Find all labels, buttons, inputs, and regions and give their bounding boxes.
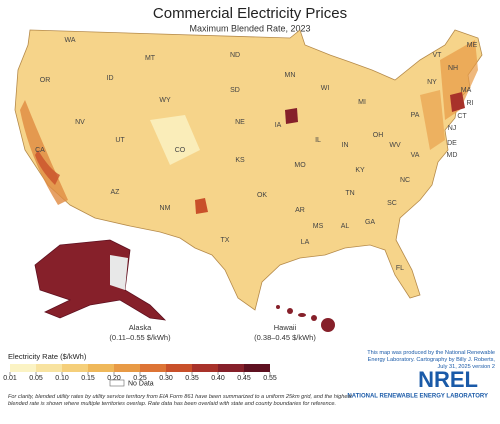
- state-label: OH: [373, 132, 384, 139]
- legend-tick-label: 0.01: [3, 375, 17, 382]
- state-label: MS: [313, 223, 324, 230]
- state-label: AZ: [111, 189, 121, 196]
- legend-tick-label: 0.15: [81, 375, 95, 382]
- state-label: MN: [285, 72, 296, 79]
- legend-swatch: [62, 364, 88, 372]
- state-label: GA: [365, 219, 375, 226]
- legend-tick-label: 0.20: [107, 375, 121, 382]
- legend-swatch: [218, 364, 244, 372]
- state-label: SC: [387, 200, 397, 207]
- legend-tick-label: 0.40: [211, 375, 225, 382]
- state-label: MD: [447, 152, 458, 159]
- logo-mark: NREL: [418, 367, 478, 392]
- state-label: NV: [75, 119, 85, 126]
- state-label: TN: [345, 190, 354, 197]
- state-label: ND: [230, 52, 240, 59]
- state-label: IA: [275, 122, 282, 129]
- state-label: KS: [235, 157, 245, 164]
- state-label: CO: [175, 147, 186, 154]
- state-label: NY: [427, 79, 437, 86]
- state-label: MA: [461, 87, 472, 94]
- state-label: WV: [389, 142, 401, 149]
- state-label: PA: [411, 112, 420, 119]
- footnote: For clarity, blended utility rates by ut…: [8, 394, 352, 407]
- legend-tick-label: 0.30: [159, 375, 173, 382]
- state-label: ID: [107, 75, 114, 82]
- logo-name: NATIONAL RENEWABLE ENERGY LABORATORY: [347, 394, 488, 400]
- subtitle: Maximum Blended Rate, 2023: [189, 23, 310, 33]
- state-label: KY: [355, 167, 365, 174]
- legend-tick-label: 0.55: [263, 375, 277, 382]
- state-label: AR: [295, 207, 305, 214]
- legend-swatch: [36, 364, 62, 372]
- legend-swatch: [140, 364, 166, 372]
- legend-swatch: [10, 364, 36, 372]
- legend-swatch: [166, 364, 192, 372]
- no-data-swatch: [109, 379, 125, 387]
- hawaii-range: (0.38–0.45 $/kWh): [254, 333, 316, 342]
- state-label: SD: [230, 87, 240, 94]
- state-label: WA: [64, 37, 75, 44]
- credit: This map was produced by the National Re…: [367, 350, 495, 370]
- title: Commercial Electricity Prices: [153, 5, 347, 22]
- legend-tick-label: 0.25: [133, 375, 147, 382]
- legend-tick-label: 0.35: [185, 375, 199, 382]
- state-label: IN: [342, 142, 349, 149]
- state-label: NJ: [448, 125, 457, 132]
- state-label: DE: [447, 140, 457, 147]
- state-label: VT: [433, 52, 443, 59]
- state-label: ME: [467, 42, 478, 49]
- state-label: NH: [448, 65, 458, 72]
- hawaii-inset: [276, 305, 335, 332]
- state-label: WY: [159, 97, 171, 104]
- legend-swatch: [192, 364, 218, 372]
- legend-swatch: [88, 364, 114, 372]
- state-label: UT: [115, 137, 125, 144]
- state-label: WI: [321, 85, 330, 92]
- contiguous-us: [14, 29, 483, 311]
- state-label: OR: [40, 77, 51, 84]
- legend-tick-label: 0.45: [237, 375, 251, 382]
- alaska-range: (0.11–0.55 $/kWh): [109, 333, 171, 342]
- alaska-label: Alaska: [129, 323, 152, 332]
- state-label: CA: [35, 147, 45, 154]
- state-label: CT: [457, 113, 467, 120]
- no-data-label: No Data: [128, 380, 154, 387]
- state-label: LA: [301, 239, 310, 246]
- state-label: VA: [411, 152, 420, 159]
- legend-swatch: [244, 364, 270, 372]
- state-label: AL: [341, 223, 350, 230]
- state-label: MO: [294, 162, 306, 169]
- state-label: NC: [400, 177, 410, 184]
- alaska-inset: [34, 239, 167, 321]
- state-label: TX: [221, 237, 230, 244]
- state-label: RI: [467, 100, 474, 107]
- legend-swatch: [114, 364, 140, 372]
- legend-tick-label: 0.05: [29, 375, 43, 382]
- state-label: MT: [145, 55, 156, 62]
- state-label: FL: [396, 265, 404, 272]
- legend-title: Electricity Rate ($/kWh): [8, 352, 87, 361]
- state-label: MI: [358, 99, 366, 106]
- state-label: NE: [235, 119, 245, 126]
- state-label: OK: [257, 192, 267, 199]
- state-label: NM: [160, 205, 171, 212]
- state-label: IL: [315, 137, 321, 144]
- legend-tick-label: 0.10: [55, 375, 69, 382]
- hawaii-label: Hawaii: [274, 323, 297, 332]
